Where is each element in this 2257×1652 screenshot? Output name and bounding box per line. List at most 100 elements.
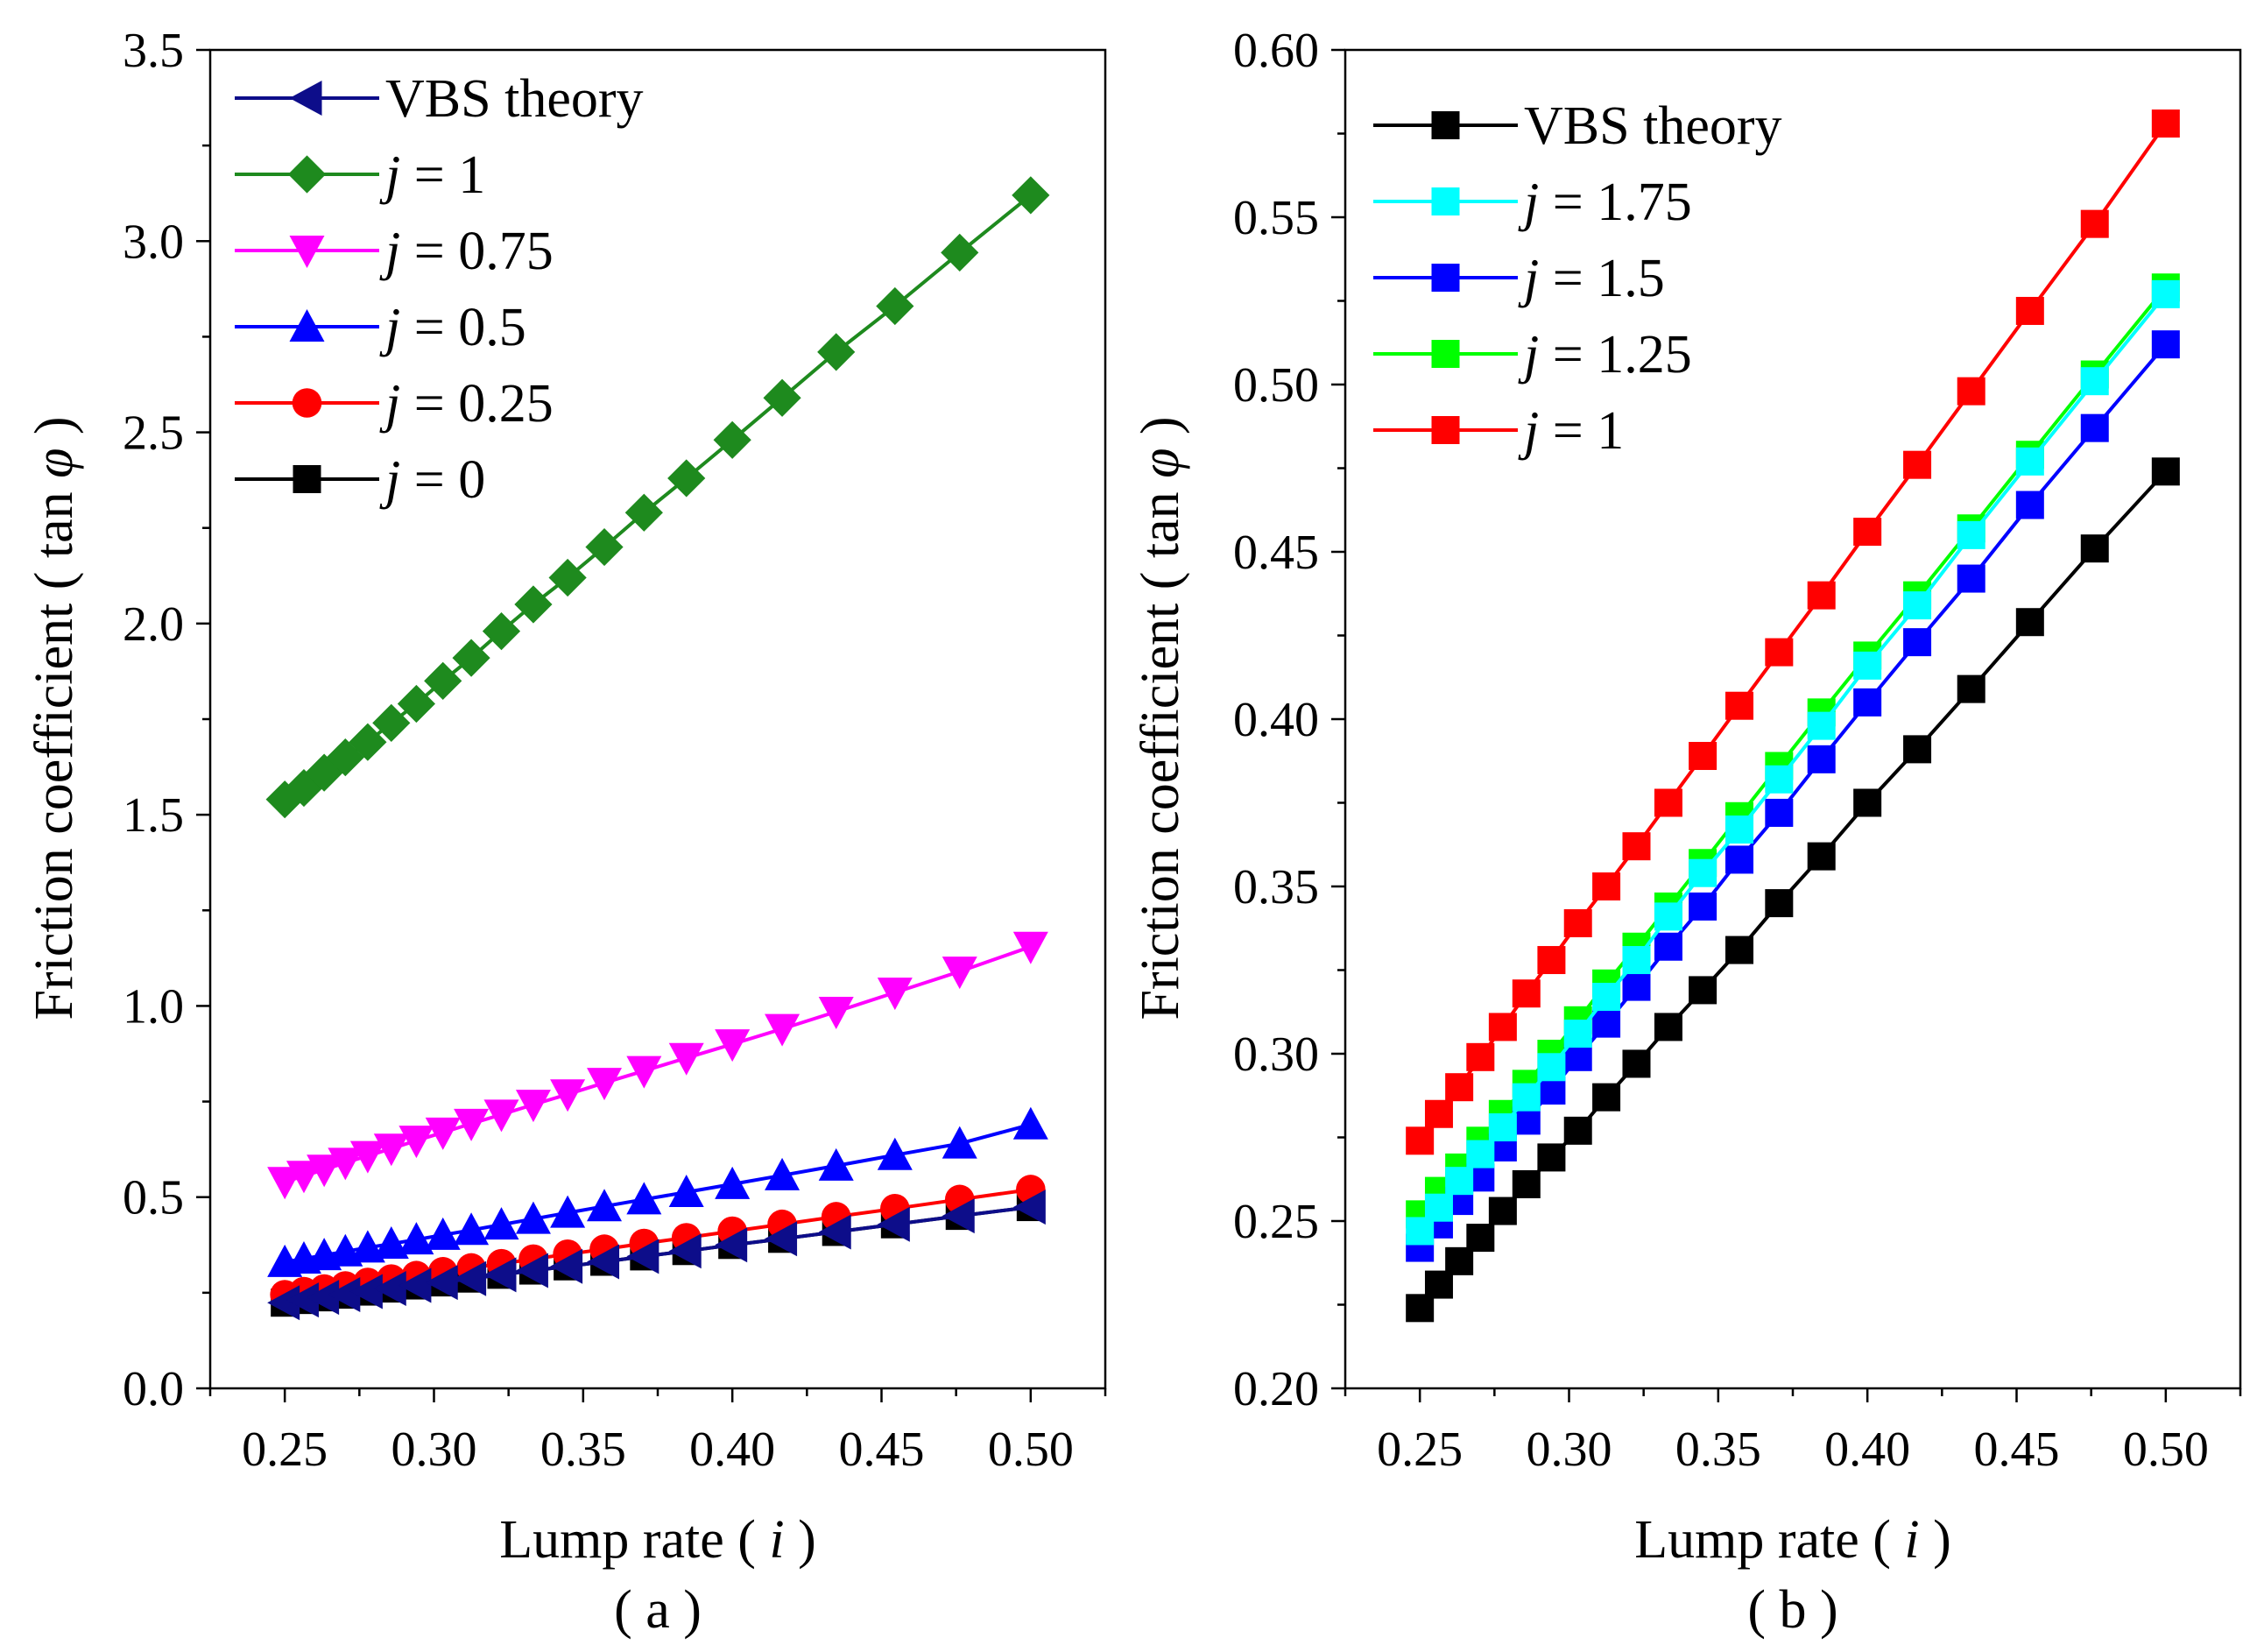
data-point (483, 1207, 519, 1240)
data-point (1689, 742, 1717, 771)
legend-item: VBS theory (1373, 96, 1782, 156)
data-point (1853, 518, 1882, 547)
legend-item: j = 0.5 (235, 298, 526, 357)
y-tick-label: 0.40 (1233, 693, 1319, 747)
y-axis-title-a: Friction coefficient ( tan φ ) (25, 416, 84, 1020)
legend-label: j = 1 (1518, 401, 1624, 461)
y-tick-label: 0.20 (1233, 1362, 1319, 1416)
series-group-a (265, 176, 1050, 1321)
data-point (515, 1090, 551, 1123)
data-point (1406, 1294, 1435, 1323)
chart-panel-b: 0.20 0.25 0.30 0.35 0.40 0.45 0.50 0.55 0.60 0.2… (1131, 24, 2242, 1640)
data-point (1654, 788, 1682, 817)
data-point (1537, 1143, 1566, 1172)
data-point (1903, 735, 1932, 764)
data-point (817, 333, 856, 371)
x-tick-label: 0.40 (689, 1423, 775, 1477)
legend-item: j = 0.25 (235, 374, 554, 434)
legend-item: j = 1 (235, 145, 485, 205)
data-point (550, 1248, 583, 1284)
data-point (715, 1227, 748, 1263)
data-point (454, 1260, 487, 1296)
data-point (452, 639, 490, 677)
x-axis-title-a: Lump rate ( i ) (499, 1510, 816, 1570)
data-point (1563, 909, 1592, 938)
legend-item: j = 1.25 (1373, 325, 1692, 385)
data-point (265, 780, 304, 819)
series-2 (1406, 330, 2180, 1262)
y-tick-labels-b: 0.20 0.25 0.30 0.35 0.40 0.45 0.50 0.55 0.60 (1233, 24, 1319, 1416)
data-point (483, 1257, 517, 1293)
series-1 (265, 176, 1050, 819)
y-tick-labels-a: 0.0 0.5 1.0 1.5 2.0 2.5 3.0 3.5 (123, 24, 184, 1416)
data-point (349, 1140, 385, 1174)
data-point (2015, 608, 2044, 637)
data-point (328, 1277, 361, 1313)
data-point (349, 723, 387, 761)
data-point (2151, 330, 2180, 359)
data-point (1512, 1083, 1541, 1112)
y-tick-label: 0.60 (1233, 24, 1319, 78)
x-tick-label: 0.30 (1527, 1423, 1612, 1477)
legend-label: j = 1.25 (1518, 325, 1692, 385)
data-point (1654, 932, 1682, 961)
data-point (1725, 845, 1754, 874)
data-point (713, 420, 751, 459)
data-point (307, 1280, 340, 1316)
data-point (1406, 1126, 1435, 1155)
data-point (668, 1233, 702, 1269)
data-point (763, 378, 801, 417)
data-point (1725, 935, 1754, 964)
legend-marker (289, 309, 325, 342)
y-tick-label: 0.50 (1233, 358, 1319, 413)
legend-a: VBS theory j = 1 j = 0.75 j = 0.5 j = 0.25 j … (235, 69, 644, 510)
data-point (2015, 447, 2044, 476)
data-point (454, 1212, 490, 1246)
data-point (285, 768, 323, 808)
data-point (715, 1166, 751, 1199)
data-point (668, 1042, 704, 1076)
x-tick-label: 0.35 (1675, 1423, 1761, 1477)
data-point (585, 527, 624, 567)
data-point (942, 957, 977, 990)
legend-item: j = 1.75 (1373, 173, 1692, 232)
data-point (2080, 367, 2109, 396)
series-3 (267, 1106, 1048, 1277)
y-tick-label: 0.5 (123, 1171, 184, 1225)
data-point (1807, 581, 1836, 610)
data-point (1012, 1106, 1048, 1140)
data-point (1592, 1083, 1621, 1112)
data-point (399, 1222, 434, 1255)
data-point (2080, 534, 2109, 563)
legend-label: j = 1.75 (1518, 173, 1692, 232)
y-tick-label: 1.5 (123, 788, 184, 843)
data-point (587, 1189, 623, 1222)
y-tick-label: 0.25 (1233, 1195, 1319, 1249)
data-point (372, 703, 411, 742)
data-point (1622, 972, 1651, 1001)
data-point (1563, 1116, 1592, 1145)
data-point (876, 286, 914, 326)
legend-item: j = 0 (235, 450, 485, 510)
data-point (286, 1161, 321, 1194)
data-point (1592, 983, 1621, 1012)
y-tick-label: 2.5 (123, 406, 184, 461)
y-tick-label: 2.0 (123, 597, 184, 652)
data-point (765, 1157, 801, 1190)
data-point (550, 1195, 586, 1228)
data-point (1903, 450, 1932, 479)
data-point (2151, 109, 2180, 138)
data-point (305, 753, 343, 792)
x-tick-labels-a: 0.25 0.30 0.35 0.40 0.45 0.50 (242, 1423, 1074, 1477)
data-point (818, 1214, 851, 1250)
data-point (587, 1068, 623, 1101)
data-point (482, 611, 521, 651)
data-point (765, 1221, 798, 1257)
data-point (877, 978, 913, 1011)
data-point (515, 1201, 551, 1234)
data-point (1012, 176, 1050, 215)
data-point (1853, 651, 1882, 680)
data-point (267, 1167, 303, 1200)
data-point (626, 1055, 662, 1089)
